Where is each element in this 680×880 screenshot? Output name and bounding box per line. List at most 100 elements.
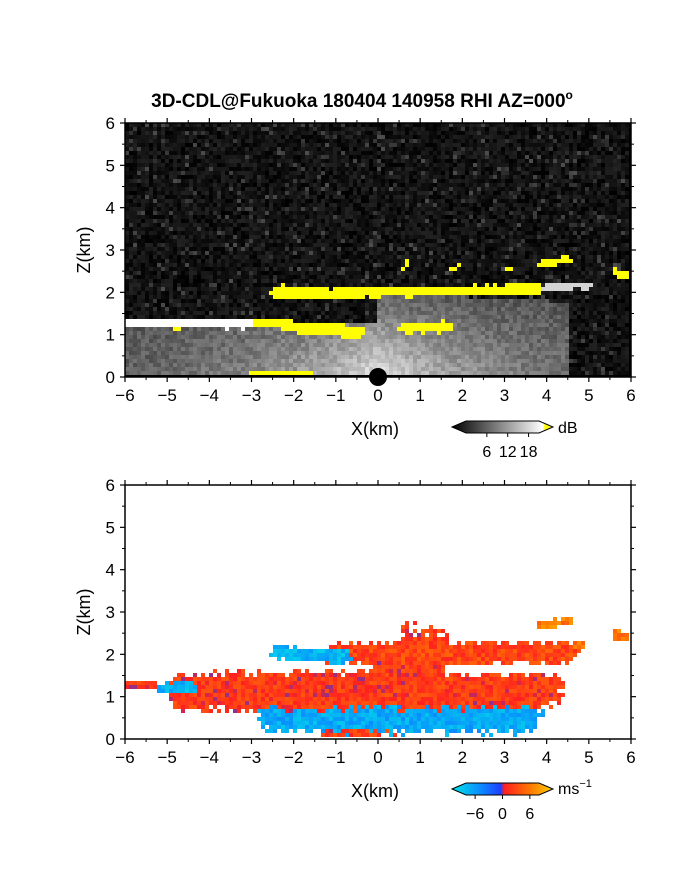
heatmap-cell — [353, 367, 357, 371]
heatmap-cell — [169, 143, 173, 147]
heatmap-cell — [233, 367, 237, 371]
heatmap-cell — [433, 359, 437, 363]
heatmap-cell — [413, 175, 417, 179]
heatmap-cell — [365, 135, 369, 139]
heatmap-cell — [233, 259, 237, 263]
heatmap-cell — [189, 235, 193, 239]
heatmap-cell — [217, 347, 221, 351]
heatmap-cell — [349, 235, 353, 239]
heatmap-cell — [193, 287, 197, 291]
heatmap-cell — [205, 179, 209, 183]
heatmap-cell — [421, 335, 425, 339]
heatmap-cell — [273, 267, 277, 271]
heatmap-cell — [333, 235, 337, 239]
heatmap-cell — [149, 231, 153, 235]
heatmap-cell — [193, 223, 197, 227]
heatmap-cell — [281, 279, 285, 283]
heatmap-cell — [281, 315, 285, 319]
heatmap-cell — [357, 131, 361, 135]
heatmap-cell — [125, 323, 129, 327]
heatmap-cell — [365, 211, 369, 215]
heatmap-cell — [305, 123, 309, 127]
heatmap-cell — [253, 275, 257, 279]
heatmap-cell — [353, 195, 357, 199]
heatmap-cell — [169, 231, 173, 235]
heatmap-cell — [417, 171, 421, 175]
heatmap-cell — [249, 363, 253, 367]
heatmap-cell — [333, 363, 337, 367]
heatmap-cell — [357, 347, 361, 351]
heatmap-cell — [401, 127, 405, 131]
heatmap-cell — [373, 207, 377, 211]
heatmap-cell — [429, 311, 433, 315]
heatmap-cell — [333, 339, 337, 343]
heatmap-cell — [349, 187, 353, 191]
heatmap-cell — [213, 191, 217, 195]
heatmap-cell — [225, 135, 229, 139]
heatmap-cell — [337, 263, 341, 267]
heatmap-cell — [205, 183, 209, 187]
heatmap-cell — [325, 355, 329, 359]
heatmap-cell — [265, 195, 269, 199]
heatmap-cell — [289, 271, 293, 275]
heatmap-cell — [341, 351, 345, 355]
heatmap-cell — [285, 327, 289, 331]
heatmap-cell — [353, 291, 357, 295]
heatmap-cell — [393, 183, 397, 187]
heatmap-cell — [245, 355, 249, 359]
heatmap-cell — [229, 235, 233, 239]
heatmap-cell — [253, 163, 257, 167]
heatmap-cell — [265, 247, 269, 251]
heatmap-cell — [301, 323, 305, 327]
heatmap-cell — [429, 187, 433, 191]
heatmap-cell — [257, 159, 261, 163]
heatmap-cell — [393, 199, 397, 203]
heatmap-cell — [329, 331, 333, 335]
heatmap-cell — [141, 155, 145, 159]
heatmap-cell — [177, 291, 181, 295]
heatmap-cell — [389, 295, 393, 299]
heatmap-cell — [149, 371, 153, 375]
heatmap-cell — [233, 327, 237, 331]
heatmap-cell — [389, 343, 393, 347]
heatmap-cell — [329, 283, 333, 287]
heatmap-cell — [349, 195, 353, 199]
heatmap-cell — [401, 139, 405, 143]
heatmap-cell — [281, 323, 285, 327]
heatmap-cell — [297, 199, 301, 203]
heatmap-cell — [277, 343, 281, 347]
heatmap-cell — [321, 347, 325, 351]
heatmap-cell — [225, 239, 229, 243]
heatmap-cell — [197, 195, 201, 199]
heatmap-cell — [317, 199, 321, 203]
heatmap-cell — [125, 335, 129, 339]
heatmap-cell — [265, 319, 269, 323]
heatmap-cell — [429, 303, 433, 307]
heatmap-cell — [365, 155, 369, 159]
heatmap-cell — [249, 163, 253, 167]
heatmap-cell — [265, 323, 269, 327]
heatmap-cell — [153, 255, 157, 259]
heatmap-cell — [413, 235, 417, 239]
heatmap-cell — [361, 175, 365, 179]
heatmap-cell — [261, 215, 265, 219]
heatmap-cell — [133, 363, 137, 367]
heatmap-cell — [141, 303, 145, 307]
heatmap-cell — [293, 203, 297, 207]
heatmap-cell — [253, 251, 257, 255]
heatmap-cell — [177, 195, 181, 199]
heatmap-cell — [309, 211, 313, 215]
heatmap-cell — [309, 347, 313, 351]
heatmap-cell — [237, 163, 241, 167]
heatmap-cell — [381, 191, 385, 195]
heatmap-cell — [329, 339, 333, 343]
heatmap-cell — [393, 339, 397, 343]
heatmap-cell — [357, 191, 361, 195]
heatmap-cell — [209, 279, 213, 283]
heatmap-cell — [417, 127, 421, 131]
heatmap-cell — [317, 259, 321, 263]
heatmap-cell — [417, 207, 421, 211]
heatmap-cell — [165, 123, 169, 127]
heatmap-cell — [177, 147, 181, 151]
heatmap-cell — [209, 147, 213, 151]
